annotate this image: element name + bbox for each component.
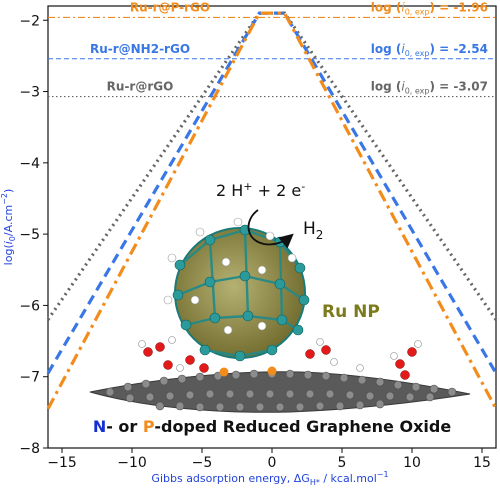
reaction-arrow	[247, 209, 294, 249]
series-2-annotation: log (i0, exp) = -1.96	[371, 0, 488, 16]
x-tick-label: −10	[117, 455, 147, 471]
series-0-annotation: log (i0, exp) = -3.07	[371, 80, 488, 96]
series-1-annotation: log (i0, exp) = -2.54	[371, 42, 488, 58]
series-1-line	[46, 11, 498, 374]
series-1-name: Ru-r@NH2-rGO	[90, 42, 190, 56]
reaction-product: H2	[303, 219, 323, 242]
series-2-name: Ru-r@P-rGO	[130, 0, 210, 14]
support-label: N- or P-doped Reduced Graphene Oxide	[93, 417, 451, 436]
x-tick-label: 15	[473, 455, 491, 471]
x-tick-label: −5	[192, 455, 213, 471]
y-tick-label: −8	[19, 441, 40, 457]
x-tick-label: 0	[268, 455, 277, 471]
x-tick-label: 5	[338, 455, 347, 471]
x-tick-label: 10	[403, 455, 421, 471]
y-tick-label: −6	[19, 298, 40, 314]
x-tick-label: −15	[47, 455, 77, 471]
y-tick-label: −3	[19, 85, 40, 101]
series-2-line	[46, 11, 498, 410]
x-axis-label: Gibbs adsorption energy, ΔGH* / kcal.mol…	[151, 470, 388, 487]
y-tick-label: −5	[19, 227, 40, 243]
graphene-sheet-illustration	[89, 336, 471, 413]
y-tick-label: −2	[19, 13, 40, 29]
y-tick-label: −4	[19, 156, 40, 172]
y-axis-label: log(i0/A.cm−2)	[0, 189, 17, 266]
series-0-name: Ru-r@rGO	[107, 80, 174, 94]
ru-np-label: Ru NP	[322, 302, 380, 322]
y-tick-label: −7	[19, 370, 40, 386]
ru-nanoparticle-illustration	[163, 217, 310, 362]
reaction-equation: 2 H+ + 2 e-	[216, 180, 305, 200]
